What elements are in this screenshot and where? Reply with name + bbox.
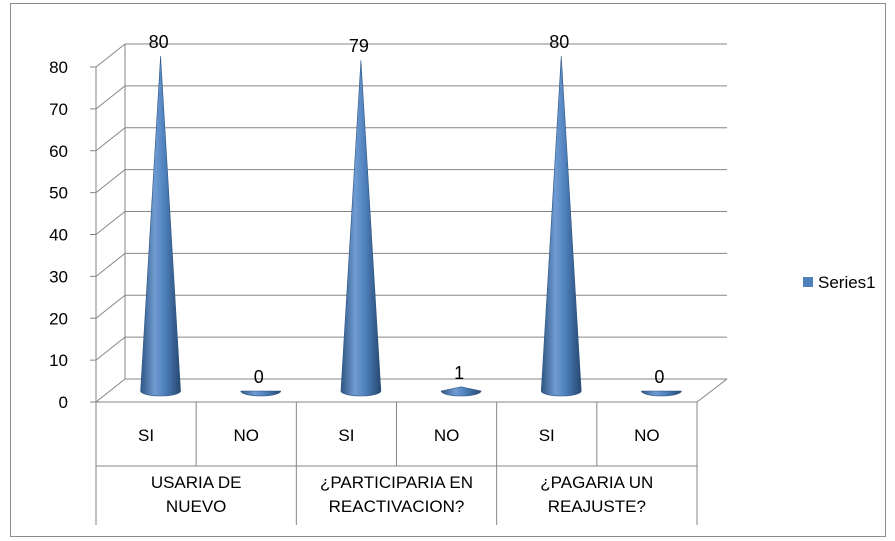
legend-label-series1: Series1 xyxy=(818,273,876,292)
data-label: 1 xyxy=(454,363,464,383)
data-label: 79 xyxy=(349,36,369,56)
cone-bar xyxy=(240,390,282,397)
y-tick-label: 0 xyxy=(59,393,68,412)
cone-bar xyxy=(540,55,582,397)
x-group-label: REAJUSTE? xyxy=(548,497,646,516)
data-labels: 80 0 79 1 80 0 xyxy=(149,32,665,387)
x-category-label: SI xyxy=(138,426,154,445)
legend-swatch-series1 xyxy=(803,277,813,287)
x-group-label: ¿PARTICIPARIA EN xyxy=(320,473,473,492)
y-tick-label: 70 xyxy=(49,100,68,119)
y-tick-label: 20 xyxy=(49,309,68,328)
gridline-side xyxy=(95,85,126,110)
cone-bar xyxy=(140,55,181,397)
data-label: 80 xyxy=(549,32,569,52)
y-tick-label: 30 xyxy=(49,267,68,286)
cone-bar xyxy=(641,390,682,397)
y-tick-label: 40 xyxy=(49,226,68,245)
x-axis-category-table: SI NO SI NO SI NO USARIA DE NUEVO ¿PARTICIPARIA … xyxy=(95,402,698,525)
data-label: 80 xyxy=(149,32,169,52)
gridline-side xyxy=(95,169,126,194)
y-tick-label: 80 xyxy=(49,58,68,77)
data-marks xyxy=(140,55,682,397)
x-group-label: ¿PAGARIA UN xyxy=(540,473,653,492)
gridline-side xyxy=(95,252,126,277)
gridline-side xyxy=(95,127,126,152)
gridline-side xyxy=(95,294,126,319)
data-label: 0 xyxy=(254,367,264,387)
cone-bar xyxy=(440,386,482,397)
y-tick-label: 50 xyxy=(49,184,68,203)
x-group-label: NUEVO xyxy=(166,497,226,516)
gridline-side xyxy=(95,378,126,403)
x-category-label: NO xyxy=(434,426,460,445)
floor-right-edge xyxy=(696,378,728,403)
x-category-label: NO xyxy=(234,426,260,445)
y-tick-label: 10 xyxy=(49,351,68,370)
legend: Series1 xyxy=(803,273,876,292)
y-tick-label: 60 xyxy=(49,142,68,161)
gridline-side xyxy=(95,43,126,68)
data-label: 0 xyxy=(654,367,664,387)
x-category-label: NO xyxy=(634,426,660,445)
x-category-label: SI xyxy=(338,426,354,445)
x-group-label: USARIA DE xyxy=(151,473,242,492)
gridline-side xyxy=(95,211,126,235)
axes xyxy=(90,44,728,403)
y-axis-tick-labels: 0 10 20 30 40 50 60 70 80 xyxy=(49,58,68,412)
x-category-label: SI xyxy=(539,426,555,445)
x-group-label: REACTIVACION? xyxy=(329,497,465,516)
cone-bar xyxy=(340,60,382,397)
gridline-side xyxy=(95,336,126,361)
gridlines xyxy=(95,43,727,403)
